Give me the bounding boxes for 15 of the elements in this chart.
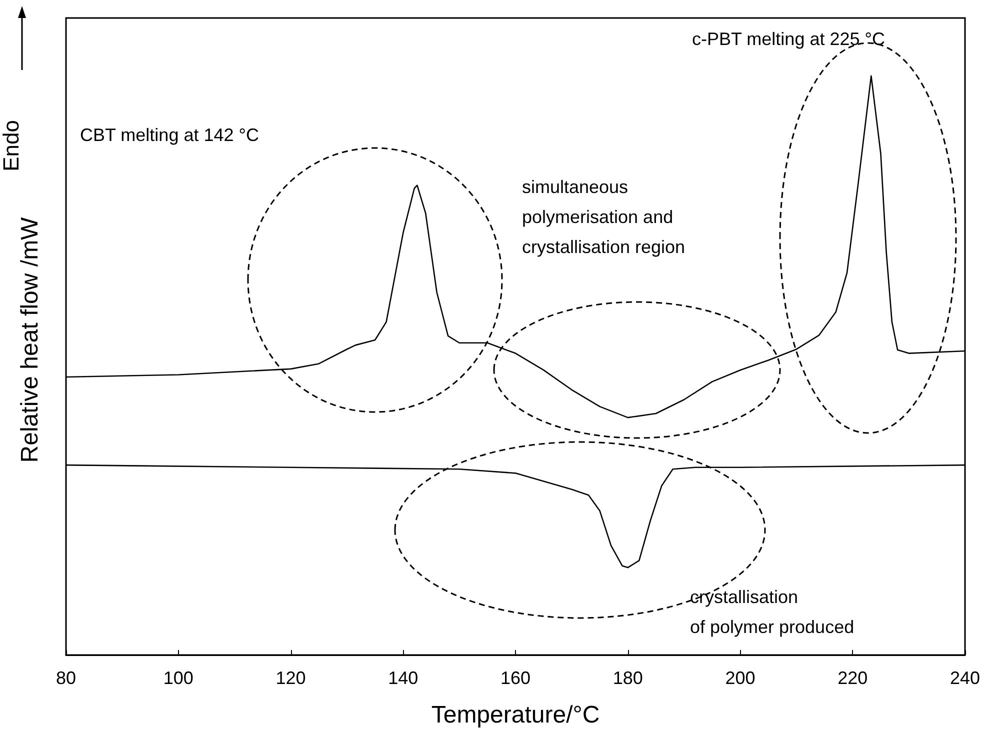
annotation: crystallisation of polymer produced	[690, 587, 854, 637]
x-axis-title: Temperature/°C	[431, 702, 600, 728]
x-tick-label: 160	[500, 668, 531, 688]
text: Endo	[0, 120, 24, 172]
x-tick-label: 140	[388, 668, 418, 688]
x-tick-label: 240	[950, 668, 980, 688]
x-tick-label: 220	[838, 668, 868, 688]
x-tick-label: 180	[612, 668, 643, 688]
annotation: CBT melting at 142 °C	[80, 125, 259, 145]
x-tick-label: 100	[163, 668, 194, 688]
x-tick-label: 200	[725, 668, 756, 688]
x-tick-label: 120	[276, 668, 306, 688]
annotation: simultaneous polymerisation and crystallisation region	[522, 177, 686, 257]
x-tick-label: 80	[56, 668, 76, 688]
y-axis-title: Relative heat flow /mW	[16, 216, 44, 463]
